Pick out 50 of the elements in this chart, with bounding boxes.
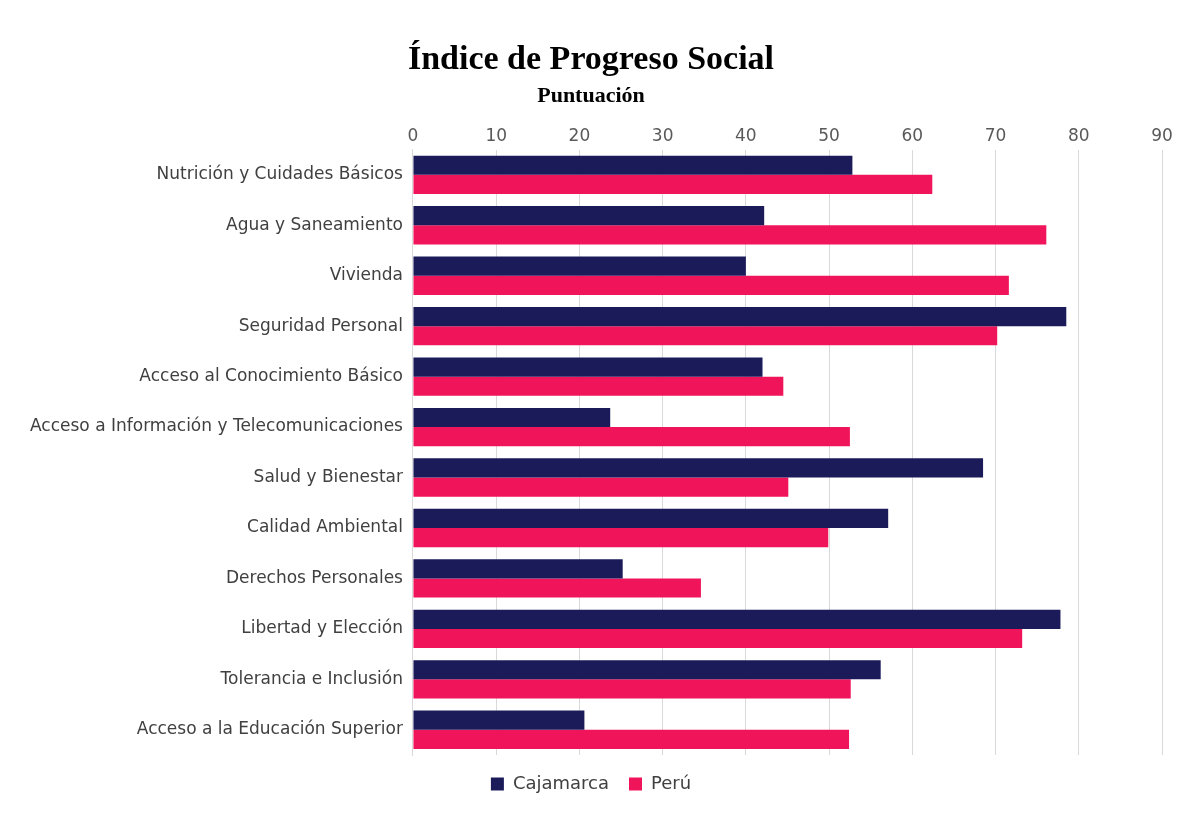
bar — [413, 307, 1067, 327]
y-tick-label: Seguridad Personal — [238, 314, 403, 335]
x-tick-label: 10 — [485, 124, 508, 145]
legend-label: Cajamarca — [512, 771, 610, 793]
y-tick-label: Acceso a Información y Telecomunicaciones — [29, 415, 404, 436]
bar — [413, 559, 623, 579]
bar — [413, 458, 984, 478]
y-tick-label: Salud y Bienestar — [253, 465, 403, 486]
chart-title: Índice de Progreso Social — [407, 39, 775, 77]
bar — [413, 174, 933, 194]
y-tick-label: Libertad y Elección — [241, 617, 403, 638]
bar — [413, 357, 763, 377]
x-tick-label: 70 — [984, 124, 1007, 145]
x-tick-label: 80 — [1067, 124, 1090, 145]
bar — [413, 578, 701, 598]
bar — [413, 679, 851, 699]
chart-subtitle: Puntuación — [537, 81, 645, 107]
bar — [413, 427, 850, 447]
y-tick-label: Vivienda — [329, 264, 403, 285]
bar — [413, 326, 998, 346]
bar — [413, 660, 881, 680]
y-tick-label: Acceso a la Educación Superior — [136, 718, 403, 739]
x-tick-label: 30 — [651, 124, 674, 145]
bar — [413, 710, 585, 730]
bar — [413, 477, 789, 497]
y-tick-label: Tolerancia e Inclusión — [219, 667, 403, 688]
bar — [413, 628, 1023, 649]
bar — [413, 225, 1047, 245]
bar — [413, 256, 746, 276]
x-tick-label: 0 — [407, 124, 419, 145]
bar — [413, 206, 765, 226]
bar — [413, 376, 784, 396]
bar — [413, 527, 829, 548]
bar — [413, 155, 853, 175]
bar — [413, 407, 611, 428]
bar — [413, 609, 1061, 629]
y-tick-label: Acceso al Conocimiento Básico — [139, 365, 403, 386]
y-tick-label: Agua y Saneamiento — [226, 213, 403, 234]
x-tick-label: 90 — [1151, 124, 1173, 145]
x-tick-label: 20 — [568, 124, 591, 145]
x-tick-label: 50 — [818, 124, 840, 145]
bar — [413, 275, 1009, 295]
legend-label: Perú — [651, 771, 692, 793]
y-tick-label: Nutrición y Cuidades Básicos — [156, 163, 404, 184]
y-tick-label: Derechos Personales — [225, 566, 404, 587]
x-tick-label: 60 — [901, 124, 924, 145]
x-tick-label: 40 — [735, 124, 757, 145]
bar — [413, 508, 889, 528]
y-tick-label: Calidad Ambiental — [247, 516, 403, 537]
bar — [413, 729, 850, 749]
